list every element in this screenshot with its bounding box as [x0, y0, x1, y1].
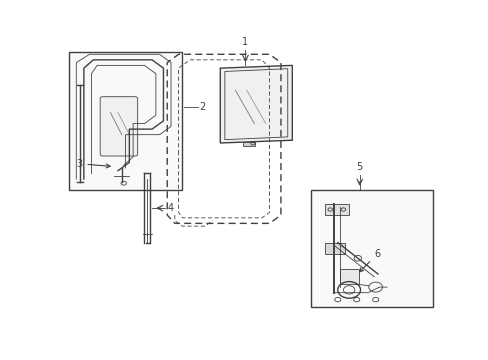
Polygon shape	[220, 66, 292, 143]
Bar	[339, 269, 358, 284]
Text: 5: 5	[356, 162, 362, 172]
FancyBboxPatch shape	[100, 97, 138, 156]
Bar	[324, 204, 348, 215]
Text: 2: 2	[199, 102, 205, 112]
Bar	[311, 190, 432, 307]
Text: 6: 6	[359, 249, 380, 272]
Text: 3: 3	[76, 159, 110, 169]
Bar	[243, 141, 254, 146]
Text: 1: 1	[242, 37, 248, 48]
Bar	[68, 51, 182, 190]
Bar	[324, 243, 345, 254]
Text: 4: 4	[167, 203, 173, 213]
